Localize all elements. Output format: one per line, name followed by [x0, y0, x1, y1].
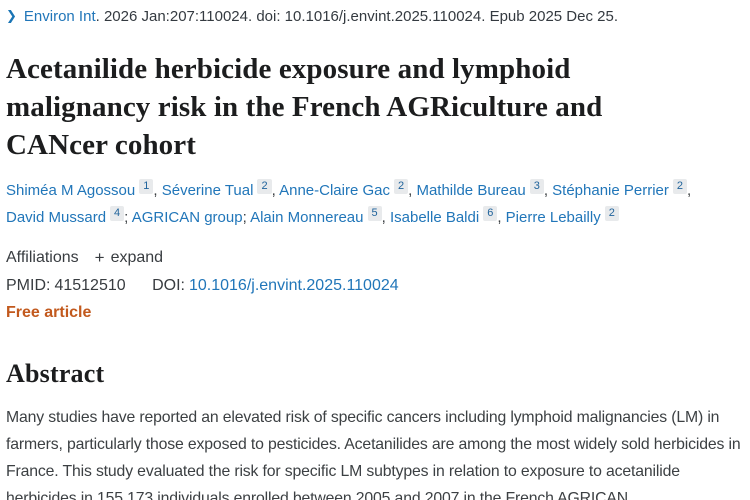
identifiers-row: PMID: 41512510 DOI: 10.1016/j.envint.2025.… [6, 277, 745, 295]
author-list: Shiméa M Agossou 1, Séverine Tual 2, Anne-… [6, 177, 745, 231]
author-separator: , [381, 209, 386, 226]
author-item: Mathilde Bureau 3, [416, 179, 548, 199]
author-item: David Mussard 4; [6, 206, 129, 226]
author-link[interactable]: Anne-Claire Gac [279, 182, 390, 199]
abstract-text: Many studies have reported an elevated r… [6, 409, 741, 500]
author-item: Pierre Lebailly 2 [505, 206, 619, 226]
author-link[interactable]: David Mussard [6, 209, 107, 226]
doi-link[interactable]: 10.1016/j.envint.2025.110024 [188, 277, 399, 294]
affiliation-superscript[interactable]: 2 [257, 179, 272, 194]
author-item: Séverine Tual 2, [161, 179, 276, 199]
author-item: Shiméa M Agossou 1, [6, 179, 158, 199]
author-separator: , [497, 209, 502, 226]
affiliations-row: Affiliations + expand [6, 248, 745, 268]
free-article-badge: Free article [6, 304, 92, 321]
affiliation-superscript[interactable]: 4 [110, 206, 125, 221]
citation-text: . 2026 Jan:207:110024. doi: 10.1016/j.en… [95, 8, 618, 25]
author-item: AGRICAN group; [132, 209, 247, 226]
page-title: Acetanilide herbicide exposure and lymph… [6, 53, 603, 161]
expand-label: expand [110, 249, 164, 266]
affiliation-superscript[interactable]: 6 [483, 206, 498, 221]
author-link[interactable]: Alain Monnereau [250, 209, 364, 226]
author-separator: ; [242, 209, 247, 226]
author-separator: , [271, 182, 276, 199]
author-link[interactable]: Stéphanie Perrier [552, 182, 669, 199]
affiliation-superscript[interactable]: 3 [529, 179, 544, 194]
affiliation-superscript[interactable]: 2 [393, 179, 409, 194]
affiliation-superscript[interactable]: 2 [604, 206, 619, 221]
author-link[interactable]: Pierre Lebailly [505, 209, 601, 226]
author-item: Stéphanie Perrier 2, [552, 179, 692, 199]
author-link[interactable]: Isabelle Baldi [389, 209, 480, 226]
journal-citation: ❯ Environ Int. 2026 Jan:207:110024. doi:… [6, 8, 745, 25]
doi-label: DOI: [152, 277, 185, 294]
affiliation-superscript[interactable]: 1 [139, 179, 154, 194]
author-item: Anne-Claire Gac 2, [279, 179, 413, 199]
journal-link[interactable]: Environ Int [23, 8, 96, 25]
author-separator: , [408, 182, 413, 199]
author-link[interactable]: Mathilde Bureau [416, 182, 526, 199]
expand-affiliations-button[interactable]: + expand [95, 248, 163, 268]
affiliation-superscript[interactable]: 2 [672, 179, 688, 194]
author-item: Isabelle Baldi 6, [389, 206, 502, 226]
pmid-label: PMID: [6, 277, 51, 294]
author-item: Alain Monnereau 5, [250, 206, 386, 226]
author-separator: ; [124, 209, 129, 226]
affiliations-label: Affiliations [6, 249, 79, 266]
pmid-value: 41512510 [54, 277, 126, 294]
author-link[interactable]: Séverine Tual [161, 182, 254, 199]
author-separator: , [687, 182, 692, 199]
abstract-heading: Abstract [6, 359, 105, 388]
author-separator: , [543, 182, 548, 199]
author-link[interactable]: Shiméa M Agossou [6, 182, 136, 199]
author-separator: , [153, 182, 158, 199]
chevron-right-icon[interactable]: ❯ [6, 8, 17, 23]
affiliation-superscript[interactable]: 5 [367, 206, 382, 221]
author-link[interactable]: AGRICAN group [131, 209, 243, 226]
plus-icon: + [94, 248, 105, 267]
